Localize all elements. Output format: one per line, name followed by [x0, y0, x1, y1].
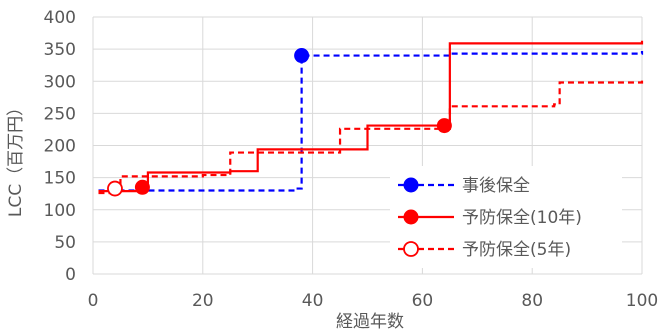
y-tick-label: 400 [44, 8, 76, 28]
y-tick-label: 0 [65, 265, 76, 285]
y-axis-title: LCC（百万円） [6, 99, 26, 217]
series-line-2 [98, 80, 644, 195]
series-lines [98, 40, 644, 197]
y-tick-label: 50 [54, 233, 76, 253]
series-marker-0 [294, 48, 310, 64]
legend-marker-1 [403, 209, 419, 225]
y-tick-label: 350 [44, 40, 76, 60]
legend-label-2: 予防保全(5年) [462, 240, 571, 260]
x-tick-label: 0 [88, 291, 99, 311]
y-tick-label: 150 [44, 169, 76, 189]
legend-label-0: 事後保全 [462, 176, 530, 196]
y-tick-label: 200 [44, 137, 76, 157]
x-tick-label: 20 [192, 291, 214, 311]
x-tick-label: 40 [302, 291, 324, 311]
legend-marker-0 [403, 177, 419, 193]
legend-label-1: 予防保全(10年) [462, 208, 582, 228]
y-tick-label: 100 [44, 201, 76, 221]
x-tick-label: 80 [521, 291, 543, 311]
x-tick-label: 60 [412, 291, 434, 311]
x-tick-label: 100 [626, 291, 658, 311]
series-marker-1 [134, 179, 150, 195]
axis-ticks: 0 50 100 150 200 250 300 350 400 0 20 40 60 80 100 [44, 8, 659, 311]
x-axis-title: 経過年数 [336, 312, 404, 331]
y-tick-label: 250 [44, 104, 76, 124]
series-marker-2 [107, 180, 123, 197]
y-tick-label: 300 [44, 72, 76, 92]
legend-marker-2 [403, 241, 419, 257]
